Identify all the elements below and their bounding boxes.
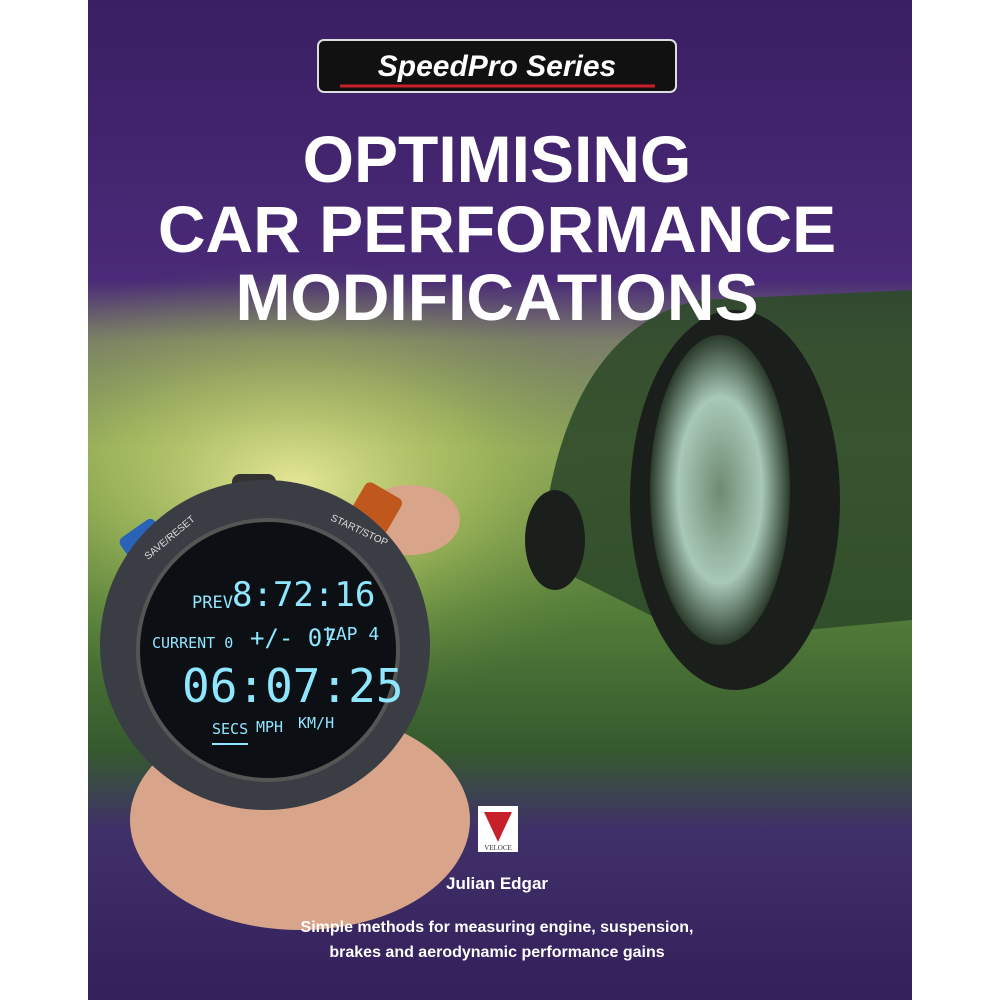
author: Julian Edgar [446,874,548,893]
series-badge-text: SpeedPro Series [378,50,616,83]
publisher-name: VELOCE [484,844,512,852]
title-line: OPTIMISING [303,122,692,196]
lcd-main-time: 06:07:25 [182,659,404,713]
lcd-delta: +/- 07 [250,624,337,652]
wheel [650,335,790,645]
subtitle-line: brakes and aerodynamic performance gains [329,944,664,961]
lcd-unit: KM/H [298,714,334,732]
stopwatch-screen [136,518,400,782]
title-line: MODIFICATIONS [235,260,758,334]
subtitle-line: Simple methods for measuring engine, sus… [301,919,694,936]
lcd-label: CURRENT 0 [152,634,233,652]
lcd-unit: SECS [212,720,248,738]
rear-tyre [525,490,585,590]
lcd-label: PREV [192,593,233,613]
lcd-prev-time: 8:72:16 [232,575,375,615]
publisher-logo-mark [484,812,512,842]
title-line: CAR PERFORMANCE [158,192,836,266]
series-badge [317,39,677,93]
lcd-lap: LAP 4 [325,624,379,645]
lcd-unit: MPH [256,718,283,736]
